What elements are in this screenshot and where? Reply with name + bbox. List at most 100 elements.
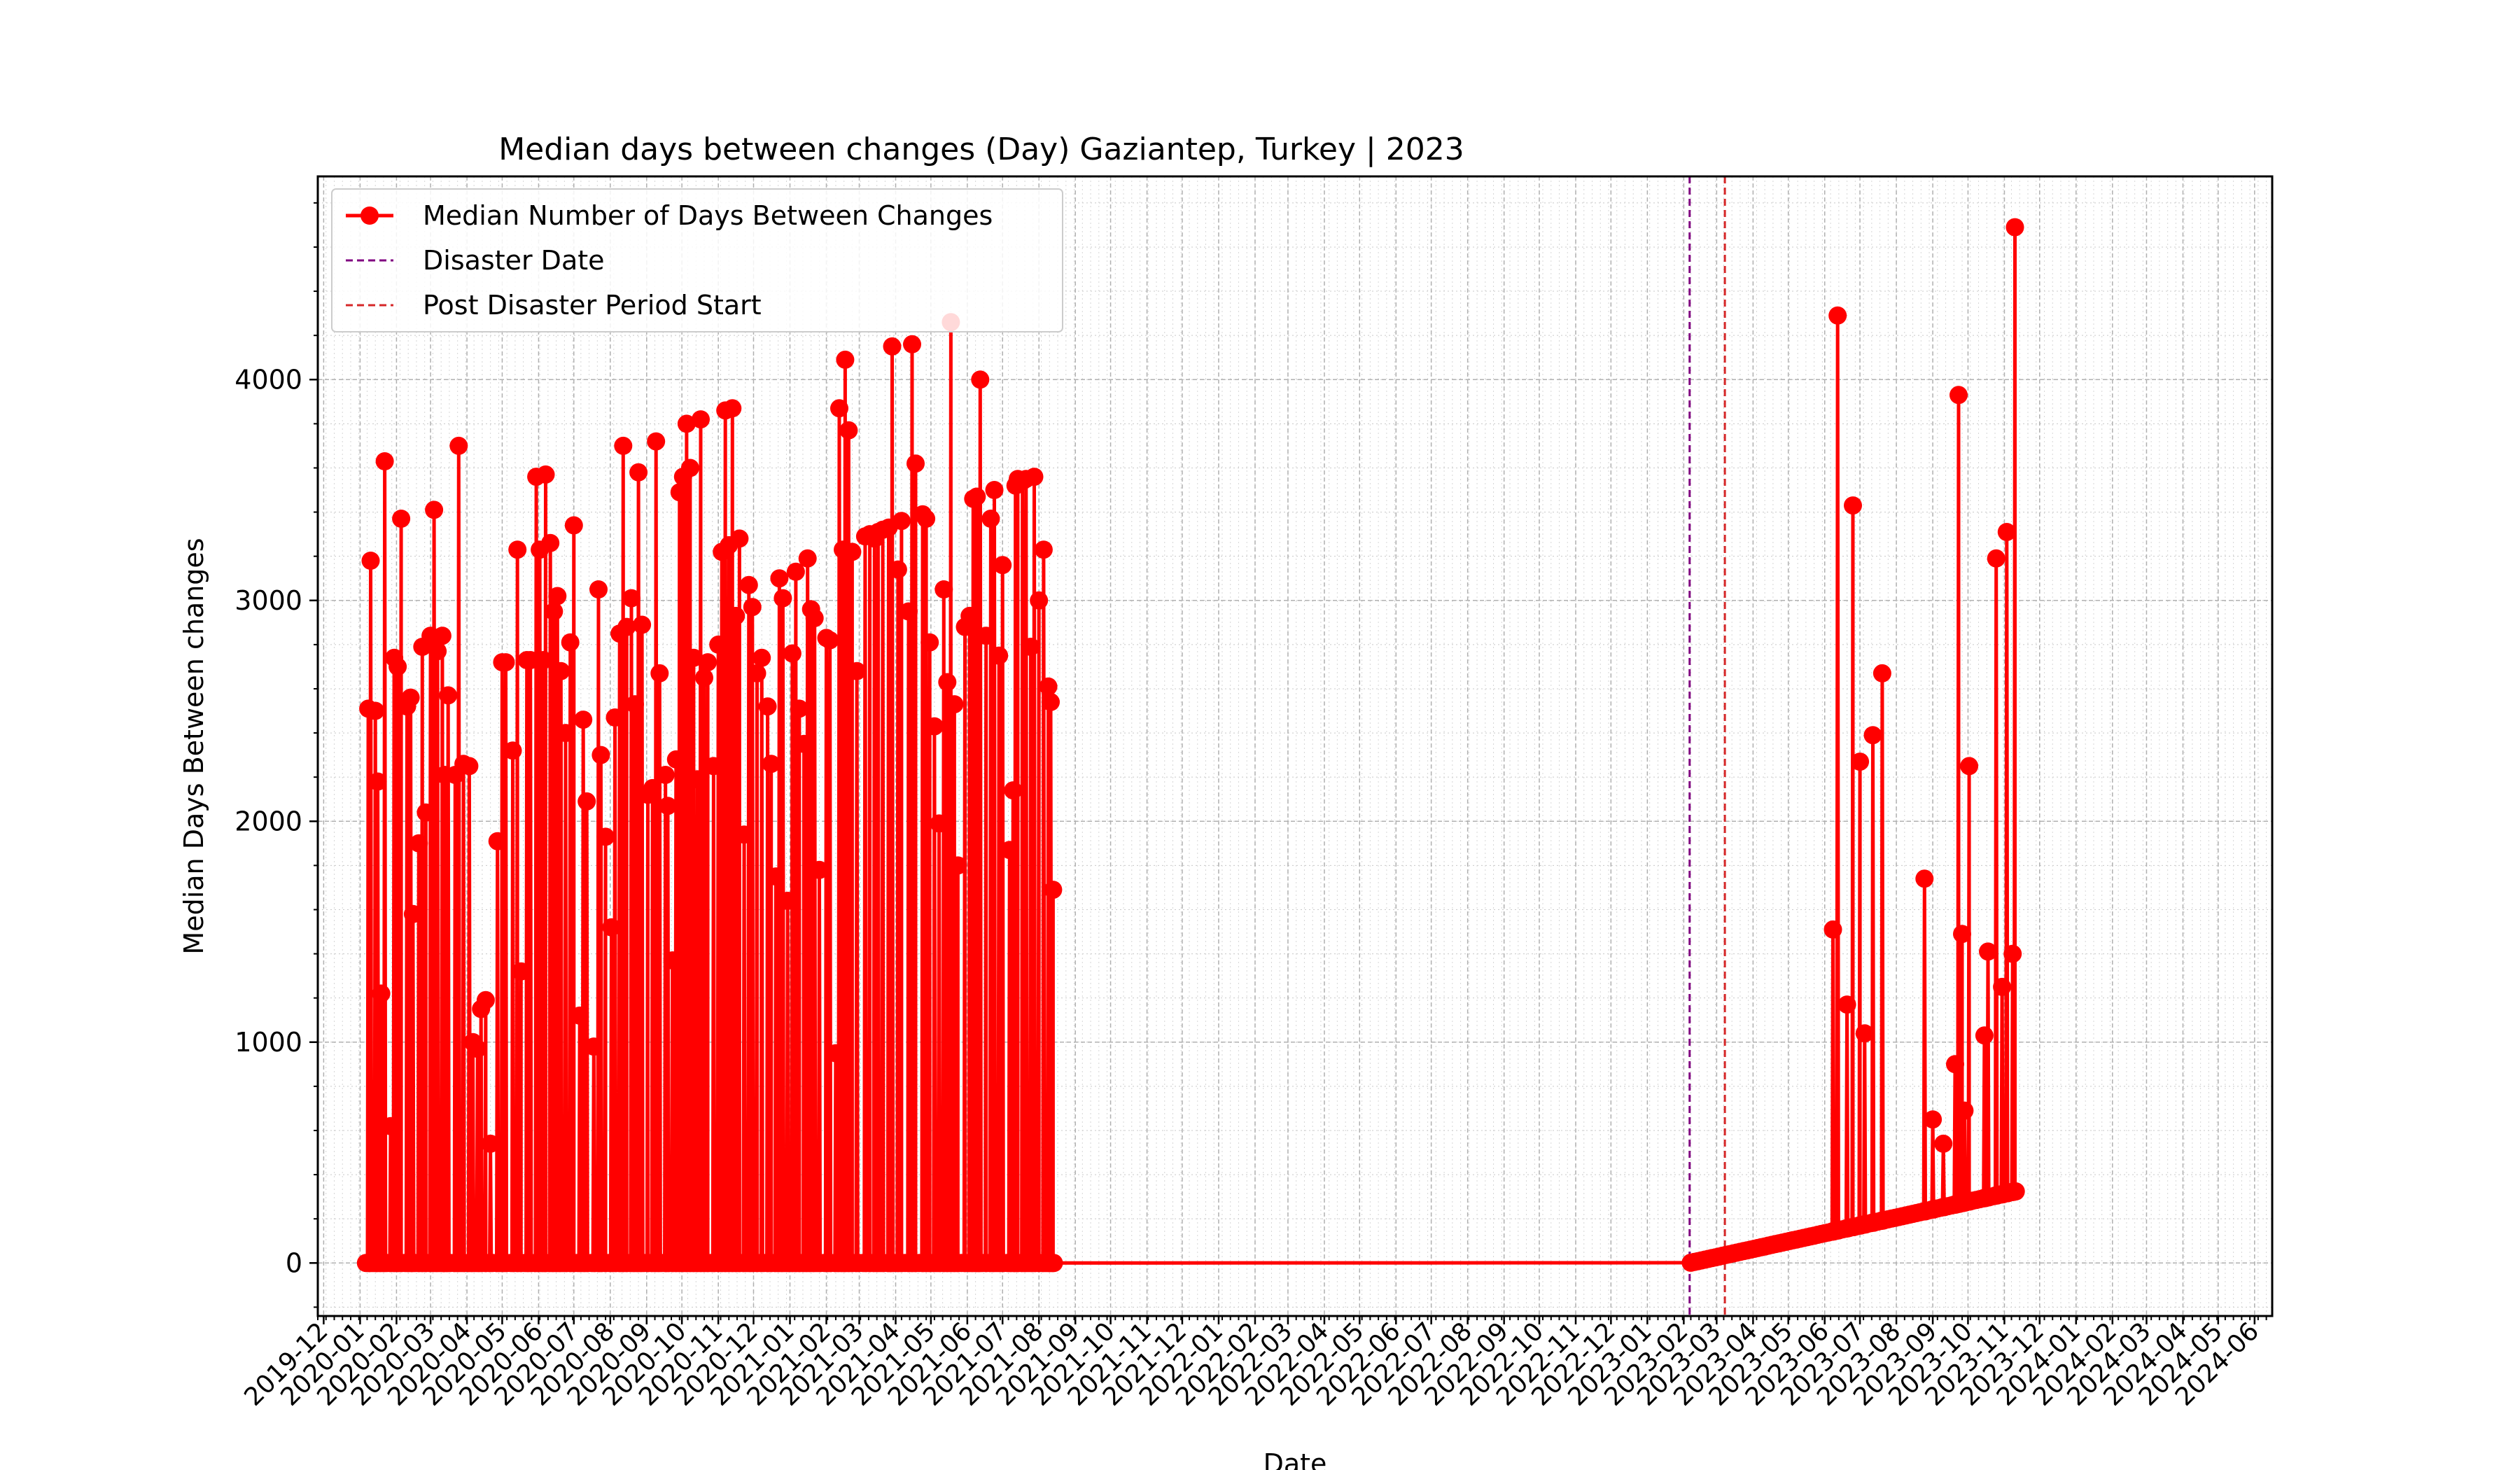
data-point-marker (1953, 925, 1971, 944)
data-point-marker (677, 414, 696, 433)
data-point-marker (382, 1116, 400, 1135)
data-point-marker (1851, 752, 1870, 771)
data-series (356, 218, 2025, 1273)
data-point-marker (650, 664, 669, 682)
x-axis-label: Date (1264, 1448, 1327, 1470)
y-tick-label: 4000 (234, 364, 302, 395)
data-point-marker (930, 814, 948, 833)
data-point-marker (468, 1040, 487, 1058)
data-point-marker (1021, 638, 1040, 656)
data-point-marker (1997, 523, 2016, 541)
data-point-marker (883, 337, 902, 356)
data-point-marker (1034, 540, 1053, 559)
data-point-marker (798, 549, 817, 568)
data-point-marker (1828, 306, 1847, 325)
data-point-marker (709, 635, 728, 654)
data-point-marker (2005, 218, 2024, 237)
data-point-marker (536, 465, 555, 484)
data-point-marker (521, 651, 540, 669)
data-point-marker (570, 1006, 589, 1025)
legend-series-marker (360, 206, 379, 225)
data-point-marker (723, 399, 742, 418)
data-point-marker (614, 436, 633, 455)
y-tick-label: 1000 (234, 1027, 302, 1058)
data-point-marker (552, 662, 570, 680)
data-point-marker (1949, 386, 1968, 405)
y-tick-label: 3000 (234, 585, 302, 616)
data-point-marker (948, 856, 967, 875)
data-point-marker (783, 644, 802, 663)
data-point-marker (684, 648, 703, 667)
data-point-marker (1979, 942, 1997, 961)
data-point-marker (1946, 1055, 1964, 1074)
data-point-marker (993, 556, 1012, 575)
data-point-marker (666, 750, 685, 769)
data-point-marker (372, 984, 391, 1003)
data-point-marker (629, 463, 648, 482)
data-point-marker (748, 664, 766, 682)
data-point-marker (534, 651, 553, 669)
data-point-marker (2006, 1182, 2025, 1200)
data-point-marker (2003, 944, 2022, 963)
data-point-marker (925, 717, 944, 736)
data-point-marker (848, 662, 867, 680)
data-point-marker (659, 797, 677, 816)
data-point-marker (1025, 468, 1044, 486)
data-point-marker (892, 512, 911, 531)
data-point-marker (692, 410, 710, 429)
data-point-marker (622, 589, 640, 608)
data-point-marker (727, 606, 746, 625)
data-point-marker (476, 990, 495, 1009)
data-point-marker (1915, 869, 1934, 888)
data-point-marker (602, 918, 621, 937)
data-point-marker (810, 860, 829, 879)
data-point-marker (1924, 1110, 1942, 1129)
data-point-marker (1844, 496, 1862, 515)
data-point-marker (647, 432, 666, 451)
data-point-marker (574, 710, 593, 729)
data-point-marker (545, 602, 564, 621)
data-point-marker (1044, 1254, 1063, 1273)
data-point-marker (938, 673, 957, 692)
data-point-marker (1955, 1101, 1974, 1120)
data-point-marker (981, 510, 1000, 528)
data-point-marker (695, 668, 713, 687)
data-point-marker (680, 458, 699, 477)
data-point-marker (1960, 757, 1979, 776)
data-point-marker (561, 633, 580, 652)
data-point-marker (739, 575, 758, 594)
data-point-marker (960, 606, 979, 625)
data-point-marker (920, 633, 939, 652)
data-point-marker (794, 734, 813, 753)
data-point-marker (1044, 881, 1063, 899)
data-point-marker (392, 510, 411, 528)
data-point-marker (1823, 920, 1842, 939)
y-tick-label: 0 (286, 1247, 302, 1278)
data-point-marker (606, 708, 624, 727)
data-point-marker (805, 609, 824, 627)
data-point-marker (752, 648, 771, 667)
data-point-marker (836, 350, 855, 369)
data-point-marker (578, 792, 596, 811)
data-point-marker (633, 615, 652, 634)
data-point-marker (743, 598, 762, 617)
data-point-marker (778, 891, 797, 910)
data-point-marker (460, 757, 479, 776)
data-point-marker (790, 699, 808, 718)
data-point-marker (967, 487, 986, 506)
data-point-marker (704, 757, 723, 776)
data-point-marker (556, 724, 575, 743)
data-point-marker (1872, 664, 1891, 682)
data-point-marker (735, 825, 754, 844)
data-point-marker (762, 755, 780, 774)
data-point-marker (688, 770, 706, 789)
data-point-marker (699, 653, 718, 672)
data-point-marker (1000, 841, 1019, 860)
data-point-marker (1855, 1024, 1874, 1043)
data-point-marker (906, 454, 925, 473)
data-point-marker (758, 697, 777, 716)
plot-frame (316, 175, 2274, 1317)
data-point-marker (439, 686, 458, 705)
data-point-marker (663, 951, 682, 969)
